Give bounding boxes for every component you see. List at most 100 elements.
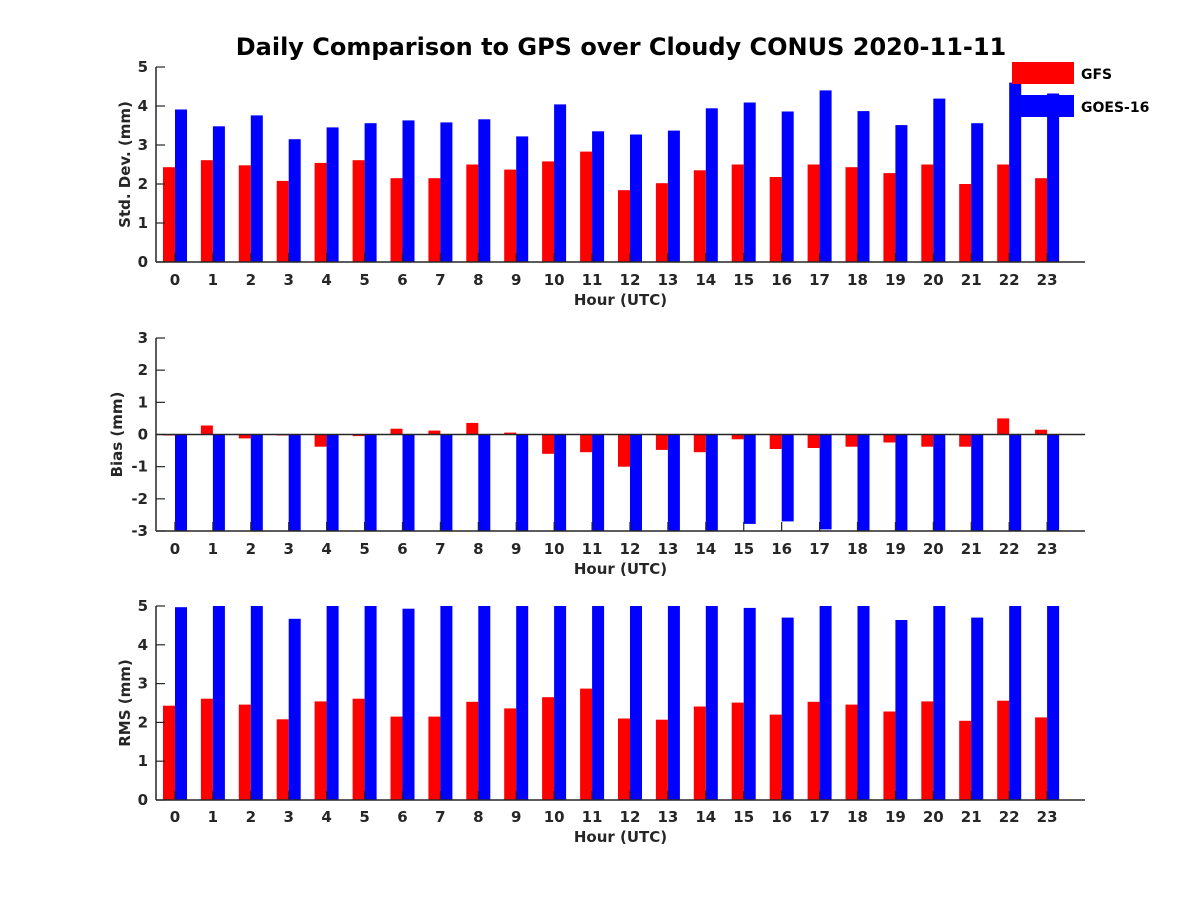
bar-std-gfs-12 — [618, 190, 630, 262]
x-tick-label-rms: 2 — [246, 808, 256, 826]
bar-std-goes16-17 — [819, 90, 832, 263]
x-tick-label-std: 11 — [582, 271, 603, 289]
bar-std-gfs-22 — [997, 164, 1010, 262]
bar-rms-goes16-8 — [478, 606, 491, 800]
bar-std-goes16-4 — [326, 127, 339, 263]
bar-bias-gfs-23 — [1035, 429, 1048, 435]
x-tick-label-std: 22 — [999, 271, 1020, 289]
bar-bias-goes16-22 — [1009, 434, 1022, 531]
x-tick-label-rms: 22 — [999, 808, 1020, 826]
bar-rms-gfs-17 — [807, 701, 820, 800]
x-tick-label-std: 17 — [809, 271, 830, 289]
y-tick-label-rms: 0 — [138, 791, 148, 809]
bar-rms-gfs-4 — [314, 701, 327, 800]
bar-std-goes16-1 — [212, 126, 225, 262]
x-tick-label-rms: 1 — [208, 808, 218, 826]
bar-std-gfs-23 — [1035, 178, 1048, 262]
x-tick-label-bias: 23 — [1037, 540, 1058, 558]
bar-bias-gfs-10 — [542, 434, 555, 454]
bar-bias-goes16-8 — [478, 434, 491, 531]
y-tick-label-std: 1 — [138, 214, 148, 232]
bar-rms-goes16-9 — [516, 606, 529, 800]
x-tick-label-bias: 22 — [999, 540, 1020, 558]
bar-bias-goes16-10 — [554, 434, 567, 531]
bar-std-gfs-8 — [466, 164, 479, 262]
x-tick-label-rms: 19 — [885, 808, 906, 826]
bar-bias-gfs-14 — [693, 434, 706, 453]
bar-rms-gfs-9 — [504, 708, 517, 800]
bar-bias-gfs-16 — [769, 434, 782, 449]
y-tick-label-bias: -1 — [131, 458, 148, 476]
bar-rms-goes16-7 — [440, 606, 453, 800]
bar-std-gfs-0 — [163, 167, 175, 262]
y-tick-label-std: 3 — [138, 136, 148, 154]
x-tick-label-std: 3 — [283, 271, 293, 289]
bar-std-gfs-6 — [390, 178, 403, 262]
bar-std-goes16-11 — [592, 131, 605, 262]
bar-bias-gfs-9 — [504, 432, 517, 435]
bar-bias-gfs-1 — [200, 425, 213, 435]
x-tick-label-bias: 12 — [620, 540, 641, 558]
x-tick-label-bias: 13 — [657, 540, 678, 558]
bar-rms-gfs-21 — [959, 720, 972, 800]
x-tick-label-bias: 15 — [733, 540, 754, 558]
bar-bias-goes16-2 — [250, 434, 263, 531]
x-tick-label-std: 9 — [511, 271, 521, 289]
bar-std-goes16-20 — [933, 98, 946, 262]
x-tick-label-rms: 10 — [544, 808, 565, 826]
bar-rms-goes16-19 — [895, 620, 908, 800]
bar-rms-goes16-12 — [630, 606, 642, 800]
bar-rms-gfs-13 — [655, 719, 668, 800]
bar-bias-goes16-23 — [1047, 434, 1060, 531]
bar-std-gfs-9 — [504, 169, 517, 262]
bar-std-gfs-11 — [580, 151, 593, 262]
y-tick-label-bias: 2 — [138, 361, 148, 379]
x-tick-label-std: 18 — [847, 271, 868, 289]
bar-rms-gfs-8 — [466, 701, 479, 800]
bar-rms-gfs-7 — [428, 716, 441, 800]
bar-std-goes16-6 — [402, 120, 415, 263]
bar-bias-goes16-1 — [212, 434, 225, 531]
bar-rms-goes16-15 — [743, 607, 756, 800]
bar-rms-goes16-13 — [667, 606, 680, 800]
x-tick-label-rms: 14 — [695, 808, 716, 826]
bar-std-gfs-7 — [428, 178, 441, 262]
bar-std-goes16-18 — [857, 111, 870, 262]
bar-std-goes16-3 — [288, 139, 301, 262]
bar-std-goes16-0 — [175, 109, 187, 262]
bar-std-gfs-1 — [200, 160, 213, 262]
bar-std-goes16-22 — [1009, 82, 1022, 262]
bar-std-gfs-5 — [352, 160, 365, 262]
bar-rms-goes16-10 — [554, 606, 567, 800]
bar-rms-gfs-0 — [163, 705, 175, 800]
bar-rms-goes16-11 — [592, 606, 605, 800]
x-tick-label-bias: 10 — [544, 540, 565, 558]
bar-rms-gfs-12 — [618, 718, 630, 800]
x-tick-label-std: 8 — [473, 271, 483, 289]
bar-rms-goes16-0 — [175, 607, 187, 800]
x-tick-label-bias: 0 — [170, 540, 180, 558]
bar-rms-goes16-21 — [971, 617, 984, 800]
bar-std-gfs-14 — [693, 170, 706, 262]
bar-std-goes16-7 — [440, 122, 453, 263]
bar-bias-gfs-6 — [390, 428, 403, 435]
x-tick-label-rms: 18 — [847, 808, 868, 826]
x-tick-label-bias: 1 — [208, 540, 218, 558]
bar-rms-goes16-1 — [212, 606, 225, 800]
x-tick-label-rms: 7 — [435, 808, 445, 826]
x-tick-label-std: 5 — [359, 271, 369, 289]
bar-bias-gfs-8 — [466, 422, 479, 435]
x-tick-label-rms: 13 — [657, 808, 678, 826]
bar-rms-goes16-14 — [705, 606, 718, 800]
bar-rms-gfs-6 — [390, 716, 403, 800]
bar-bias-goes16-16 — [781, 434, 794, 522]
legend-swatch-goes16 — [1012, 95, 1074, 117]
bar-rms-gfs-10 — [542, 697, 555, 800]
x-tick-label-rms: 8 — [473, 808, 483, 826]
x-tick-label-bias: 2 — [246, 540, 256, 558]
bar-bias-gfs-17 — [807, 434, 820, 448]
legend-label-goes16: GOES-16 — [1081, 100, 1149, 116]
bar-bias-goes16-4 — [326, 434, 339, 531]
bar-bias-gfs-13 — [655, 434, 668, 450]
bar-std-gfs-16 — [769, 177, 782, 262]
